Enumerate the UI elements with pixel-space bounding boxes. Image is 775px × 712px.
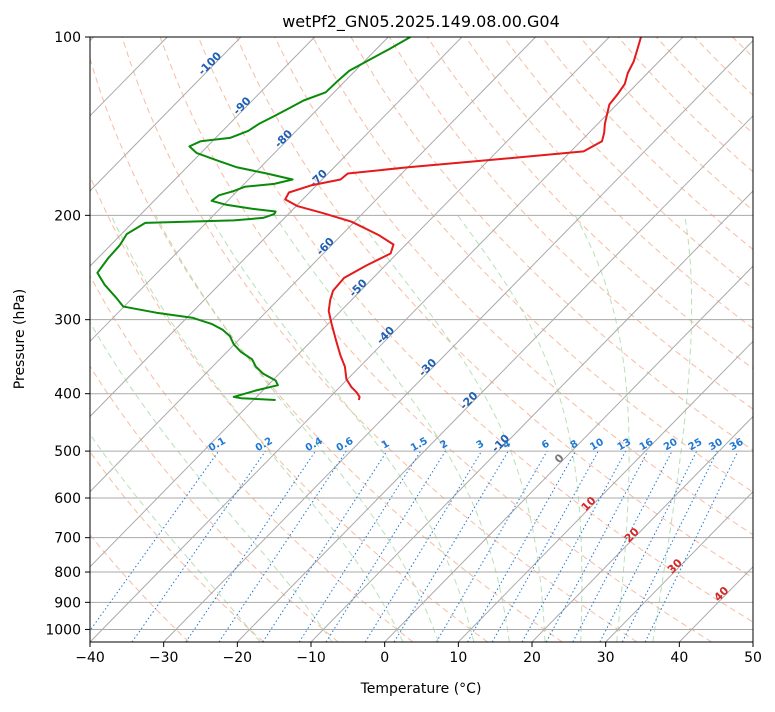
y-tick-label: 900: [54, 595, 81, 611]
y-axis-label: Pressure (hPa): [12, 289, 28, 389]
x-tick-label: −40: [75, 650, 105, 666]
y-tick-label: 500: [54, 444, 81, 460]
chart-title: wetPf2_GN05.2025.149.08.00.G04: [282, 12, 560, 32]
y-tick-label: 800: [54, 565, 81, 581]
x-tick-label: 10: [449, 650, 467, 666]
y-tick-label: 300: [54, 313, 81, 329]
x-tick-label: 50: [744, 650, 762, 666]
y-tick-label: 700: [54, 531, 81, 547]
x-tick-label: −20: [223, 650, 253, 666]
x-tick-label: 30: [597, 650, 615, 666]
y-tick-label: 100: [54, 30, 81, 46]
y-tick-label: 400: [54, 387, 81, 403]
y-tick-label: 600: [54, 491, 81, 507]
y-tick-label: 200: [54, 208, 81, 224]
x-tick-label: 40: [670, 650, 688, 666]
x-tick-label: 0: [380, 650, 389, 666]
x-axis-label: Temperature (°C): [360, 681, 482, 697]
x-tick-label: 20: [523, 650, 541, 666]
x-tick-label: −30: [149, 650, 179, 666]
x-tick-label: −10: [296, 650, 326, 666]
y-tick-label: 1000: [45, 622, 81, 638]
